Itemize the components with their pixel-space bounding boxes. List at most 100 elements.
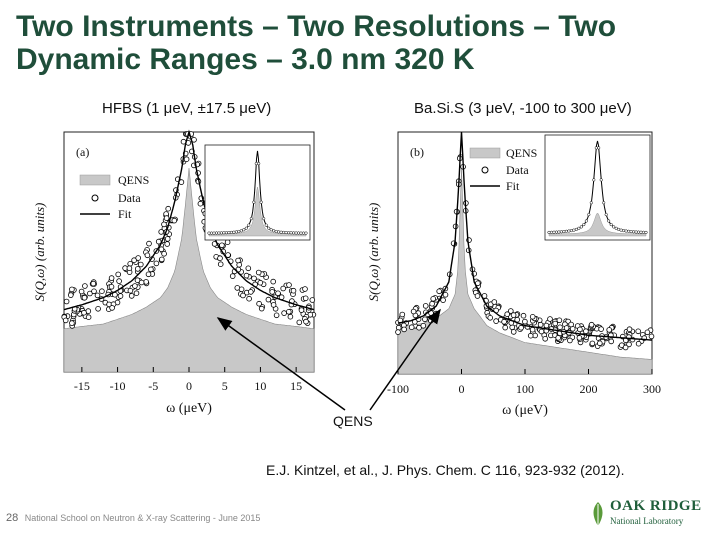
data-point	[557, 324, 563, 331]
data-point	[303, 318, 309, 325]
inset-data-point	[627, 229, 631, 233]
panel-b-inset	[547, 140, 648, 237]
qens-annotation: QENS	[333, 413, 373, 429]
panel-a-xlabel: ω (μeV)	[166, 401, 212, 416]
inset-data-point	[557, 230, 561, 234]
data-point	[596, 340, 603, 347]
data-point	[238, 286, 245, 293]
page-number: 28	[6, 512, 19, 524]
data-point	[69, 286, 75, 293]
data-point	[109, 305, 115, 311]
data-point	[440, 297, 446, 303]
data-point	[63, 298, 70, 305]
inset-data-point	[587, 213, 591, 217]
logo-sub-text: National Laboratory	[610, 516, 684, 526]
inset-qens-area	[548, 212, 647, 237]
data-point	[127, 260, 133, 267]
data-point	[164, 241, 171, 247]
inset-data-point	[229, 230, 233, 234]
legend-b-qens-swatch	[469, 147, 501, 159]
inset-data-point	[237, 229, 241, 234]
data-point	[281, 310, 287, 316]
data-point	[117, 293, 124, 299]
data-point	[285, 308, 292, 315]
legend-qens-swatch	[79, 174, 111, 186]
data-point	[408, 324, 415, 331]
inset-data-point	[222, 231, 226, 235]
data-point	[143, 279, 149, 285]
data-point	[290, 287, 297, 294]
data-point	[235, 257, 241, 264]
inset-data-point	[296, 231, 301, 235]
data-point	[527, 332, 534, 339]
inset-data-point	[599, 178, 603, 182]
data-point	[429, 300, 435, 307]
data-point	[99, 288, 105, 295]
data-point	[436, 288, 443, 295]
data-point	[510, 329, 517, 335]
data-point	[598, 326, 604, 332]
data-point	[108, 283, 115, 290]
data-point	[474, 293, 481, 299]
data-point	[163, 215, 170, 221]
inset-data-point	[641, 230, 646, 234]
data-point	[395, 324, 402, 331]
data-point	[487, 314, 494, 321]
legend-b-qens-label: QENS	[506, 146, 537, 160]
inset-data-point	[227, 231, 231, 235]
legend-qens-label: QENS	[118, 173, 149, 187]
data-point	[298, 307, 305, 313]
x-tick-label: 100	[516, 382, 534, 396]
data-point	[296, 319, 303, 326]
inset-data-point	[269, 228, 273, 232]
data-point	[543, 322, 550, 329]
data-point	[158, 246, 165, 253]
inset-data-point	[582, 223, 586, 227]
panel-b-label: (b)	[410, 145, 424, 159]
inset-data-point	[282, 230, 286, 234]
data-point	[251, 275, 257, 282]
x-tick-label: 0	[186, 379, 192, 393]
panel-b-fit-group	[397, 131, 653, 341]
data-point	[635, 340, 642, 347]
data-point	[219, 242, 225, 249]
inset-data-point	[592, 178, 596, 182]
data-point	[133, 290, 140, 297]
footer-text: National School on Neutron & X-ray Scatt…	[24, 513, 261, 523]
data-point	[270, 302, 277, 308]
data-point	[491, 299, 498, 305]
data-point	[81, 294, 88, 301]
data-point	[197, 200, 204, 207]
data-point	[229, 273, 236, 279]
inset-data-point	[629, 230, 633, 234]
inset-data-point	[577, 226, 581, 230]
data-point	[286, 282, 292, 288]
data-point	[504, 311, 511, 318]
data-point	[399, 311, 406, 318]
data-point	[502, 324, 509, 331]
inset-data-point	[547, 230, 551, 234]
inset-data-point	[622, 229, 626, 233]
data-point	[501, 318, 507, 325]
panel-a-x-axis: -15 -10 -5 0 5 10 15	[74, 367, 302, 393]
panel-a-ylabel: S(Q,ω) (arb. units)	[32, 203, 47, 302]
data-point	[583, 328, 589, 335]
panel-b-x-axis: -100 0 100 200 300	[387, 369, 661, 396]
data-point	[138, 261, 144, 268]
logo-main-text: OAK RIDGE	[610, 498, 702, 514]
inset-data-point	[244, 226, 248, 230]
panel-a-label: (a)	[76, 145, 89, 159]
data-point	[270, 278, 277, 285]
citation: E.J. Kintzel, et al., J. Phys. Chem. C 1…	[266, 462, 625, 478]
inset-data-point	[212, 231, 216, 235]
footer: 28 National School on Neutron & X-ray Sc…	[6, 512, 260, 524]
data-point	[248, 289, 254, 295]
data-point	[273, 312, 280, 319]
data-point	[171, 217, 178, 224]
data-point	[81, 309, 87, 316]
data-point	[522, 318, 528, 325]
inset-data-point	[567, 229, 571, 233]
panel-b-ylabel: S(Q,ω) (arb. units)	[366, 203, 381, 302]
inset-data-point	[549, 230, 554, 234]
panel-a-legend: QENS Data Fit	[79, 173, 149, 221]
